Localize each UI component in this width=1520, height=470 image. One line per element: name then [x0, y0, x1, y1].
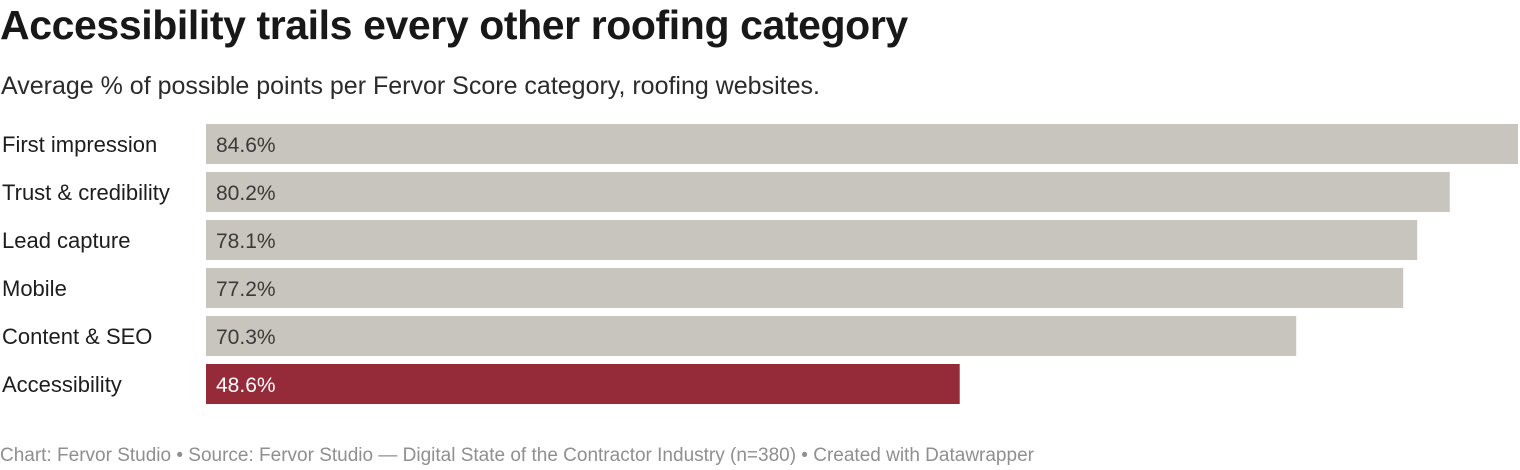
- value-label: 48.6%: [216, 374, 276, 397]
- value-label: 84.6%: [216, 134, 276, 157]
- category-label: Mobile: [2, 276, 67, 301]
- bar-chart: First impression 84.6% Trust & credibility…: [0, 124, 1520, 404]
- category-label: Accessibility: [2, 372, 122, 397]
- category-label: Lead capture: [2, 228, 130, 253]
- chart-subtitle: Average % of possible points per Fervor …: [1, 72, 820, 100]
- value-label: 80.2%: [216, 182, 276, 205]
- category-label: Trust & credibility: [2, 180, 170, 205]
- bar: [206, 124, 1518, 164]
- chart-title: Accessibility trails every other roofing…: [0, 2, 908, 48]
- category-label: First impression: [2, 132, 157, 157]
- value-label: 70.3%: [216, 326, 276, 349]
- bar-chart-svg: First impression 84.6% Trust & credibility…: [2, 124, 1518, 404]
- bar: [206, 172, 1450, 212]
- value-label: 78.1%: [216, 230, 276, 253]
- category-label: Content & SEO: [2, 324, 152, 349]
- chart-footer: Chart: Fervor Studio • Source: Fervor St…: [0, 445, 1034, 466]
- value-label: 77.2%: [216, 278, 276, 301]
- bar: [206, 316, 1297, 356]
- bar: [206, 268, 1404, 308]
- bar: [206, 364, 960, 404]
- bar: [206, 220, 1418, 260]
